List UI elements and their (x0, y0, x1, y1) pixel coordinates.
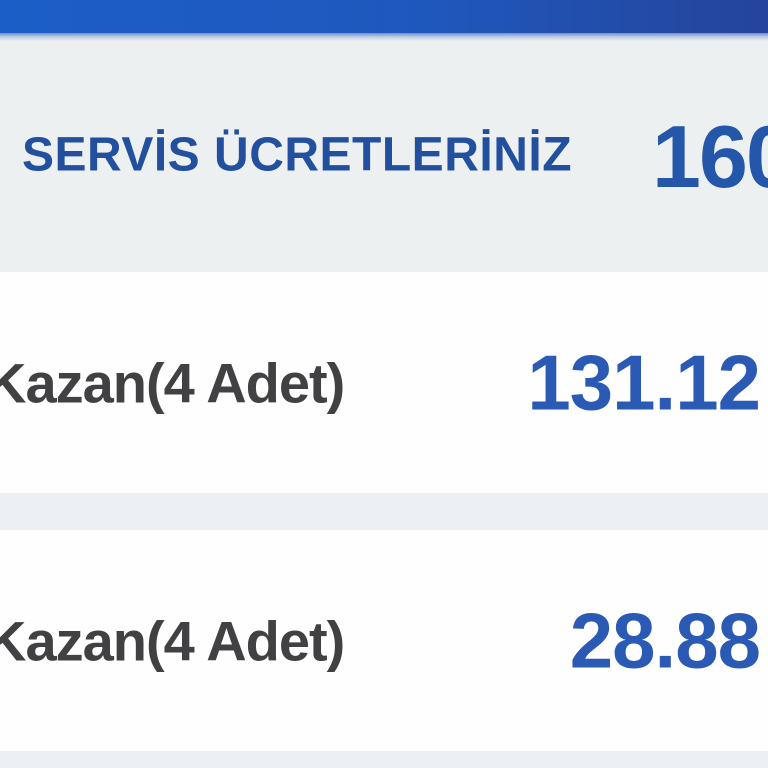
fee-row-label: Kazan(4 Adet) (0, 351, 345, 414)
total-amount: 160 (652, 106, 768, 206)
fee-row-amount: 28.88 (569, 596, 761, 684)
fee-row-amount: 131.12 (527, 338, 761, 426)
fee-row[interactable]: Kazan(4 Adet) 131.12 (0, 272, 768, 493)
fee-row-label: Kazan(4 Adet) (0, 609, 345, 672)
fee-row[interactable]: Kazan(4 Adet) 28.88 (0, 530, 768, 751)
section-title: SERVİS ÜCRETLERİNİZ (22, 127, 573, 181)
bottom-strip (0, 751, 768, 768)
service-fees-header: SERVİS ÜCRETLERİNİZ 160 (0, 41, 768, 272)
row-separator (0, 493, 768, 530)
top-bar-shadow (0, 33, 768, 41)
top-status-bar (0, 0, 768, 33)
